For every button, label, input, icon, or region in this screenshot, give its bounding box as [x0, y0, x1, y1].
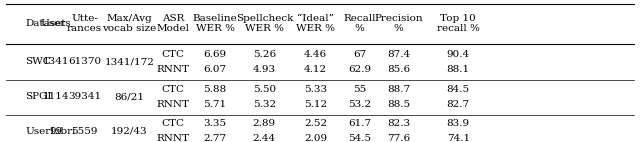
Text: 5.71: 5.71 — [204, 100, 227, 109]
Text: CTC: CTC — [161, 119, 184, 129]
Text: 4.93: 4.93 — [253, 65, 276, 74]
Text: 4.12: 4.12 — [304, 65, 327, 74]
Text: 1114: 1114 — [42, 92, 69, 101]
Text: 5.50: 5.50 — [253, 85, 276, 94]
Text: SWC: SWC — [26, 57, 51, 66]
Text: 3.35: 3.35 — [204, 119, 227, 129]
Text: Top 10
recall %: Top 10 recall % — [437, 14, 479, 33]
Text: “Ideal”
WER %: “Ideal” WER % — [296, 14, 335, 33]
Text: RNNT: RNNT — [156, 134, 189, 142]
Text: ASR
Model: ASR Model — [156, 14, 189, 33]
Text: 2.44: 2.44 — [253, 134, 276, 142]
Text: 6.07: 6.07 — [204, 65, 227, 74]
Text: 86/21: 86/21 — [115, 92, 144, 101]
Text: RNNT: RNNT — [156, 65, 189, 74]
Text: 77.6: 77.6 — [387, 134, 410, 142]
Text: 88.1: 88.1 — [447, 65, 470, 74]
Text: 6.69: 6.69 — [204, 50, 227, 59]
Text: 5.32: 5.32 — [253, 100, 276, 109]
Text: 61370: 61370 — [68, 57, 101, 66]
Text: 1341: 1341 — [42, 57, 69, 66]
Text: Precision
%: Precision % — [374, 14, 423, 33]
Text: 83.9: 83.9 — [447, 119, 470, 129]
Text: 67: 67 — [353, 50, 366, 59]
Text: 54.5: 54.5 — [348, 134, 371, 142]
Text: 5.33: 5.33 — [304, 85, 327, 94]
Text: Dataset: Dataset — [26, 19, 66, 28]
Text: 55: 55 — [353, 85, 366, 94]
Text: 82.7: 82.7 — [447, 100, 470, 109]
Text: CTC: CTC — [161, 85, 184, 94]
Text: 87.4: 87.4 — [387, 50, 410, 59]
Text: 88.5: 88.5 — [387, 100, 410, 109]
Text: 4.46: 4.46 — [304, 50, 327, 59]
Text: 2.52: 2.52 — [304, 119, 327, 129]
Text: 2.77: 2.77 — [204, 134, 227, 142]
Text: 61.7: 61.7 — [348, 119, 371, 129]
Text: 5559: 5559 — [71, 127, 98, 136]
Text: 99: 99 — [49, 127, 62, 136]
Text: 5.26: 5.26 — [253, 50, 276, 59]
Text: 1341/172: 1341/172 — [104, 57, 154, 66]
Text: 90.4: 90.4 — [447, 50, 470, 59]
Text: Users: Users — [40, 19, 71, 28]
Text: 62.9: 62.9 — [348, 65, 371, 74]
Text: 192/43: 192/43 — [111, 127, 148, 136]
Text: 84.5: 84.5 — [447, 85, 470, 94]
Text: 85.6: 85.6 — [387, 65, 410, 74]
Text: Max/Avg
vocab size: Max/Avg vocab size — [102, 14, 156, 33]
Text: 39341: 39341 — [68, 92, 101, 101]
Text: RNNT: RNNT — [156, 100, 189, 109]
Text: 5.88: 5.88 — [204, 85, 227, 94]
Text: 5.12: 5.12 — [304, 100, 327, 109]
Text: Baseline
WER %: Baseline WER % — [193, 14, 237, 33]
Text: 2.89: 2.89 — [253, 119, 276, 129]
Text: CTC: CTC — [161, 50, 184, 59]
Text: Utte-
rances: Utte- rances — [67, 14, 102, 33]
Text: 88.7: 88.7 — [387, 85, 410, 94]
Text: 74.1: 74.1 — [447, 134, 470, 142]
Text: 53.2: 53.2 — [348, 100, 371, 109]
Text: Spellcheck
WER %: Spellcheck WER % — [236, 14, 293, 33]
Text: 2.09: 2.09 — [304, 134, 327, 142]
Text: UserLibri: UserLibri — [26, 127, 76, 136]
Text: SPGI: SPGI — [26, 92, 52, 101]
Text: 82.3: 82.3 — [387, 119, 410, 129]
Text: Recall
%: Recall % — [344, 14, 376, 33]
